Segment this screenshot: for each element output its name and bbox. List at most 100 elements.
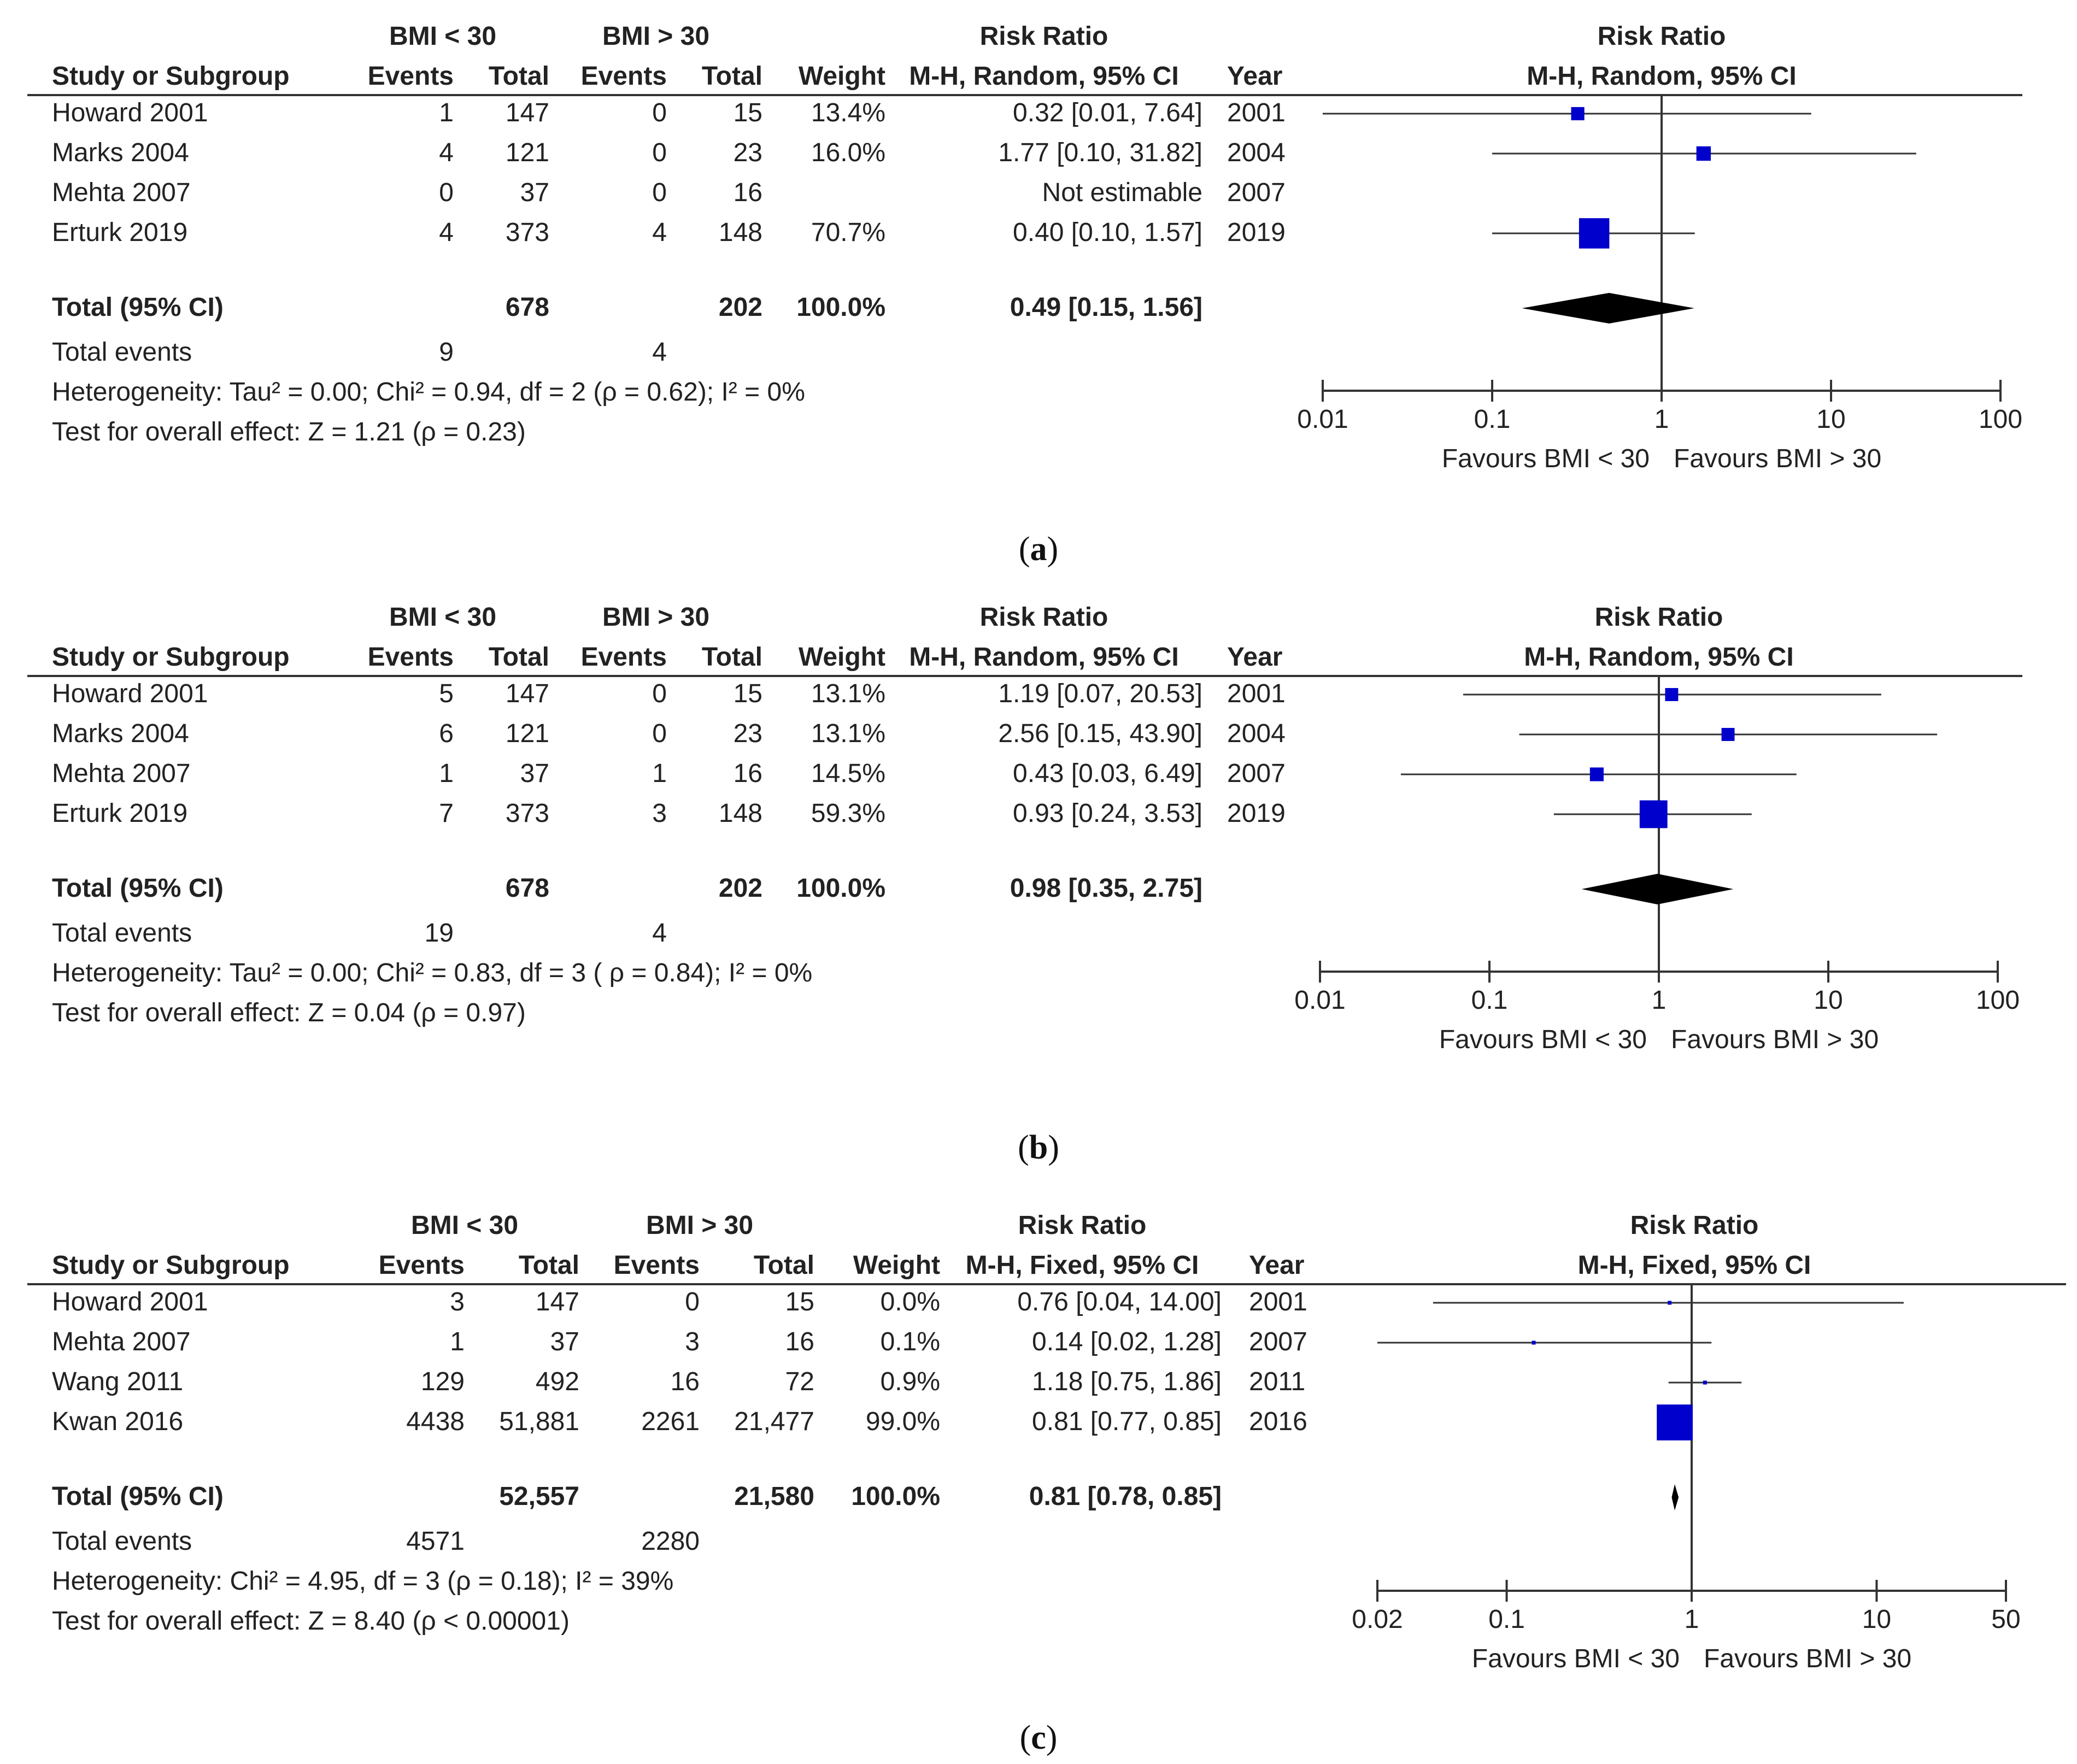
- total-ci: 0.49 [0.15, 1.56]: [1010, 293, 1202, 322]
- total-n1: 678: [506, 874, 549, 903]
- plot-method-header: M-H, Random, 95% CI: [1524, 643, 1793, 672]
- total-ci: 0.81 [0.78, 0.85]: [1029, 1482, 1222, 1511]
- total-weight: 100.0%: [851, 1482, 940, 1511]
- x-axis-tick-label: 100: [1979, 405, 2022, 434]
- x-axis-tick-label: 0.1: [1471, 986, 1508, 1015]
- total-weight: 100.0%: [796, 293, 885, 322]
- x-axis-tick-label: 0.02: [1352, 1605, 1403, 1634]
- study-weight: 13.1%: [811, 719, 885, 748]
- point-estimate-marker: [1639, 800, 1668, 828]
- caption-paren-close: ): [1048, 1129, 1059, 1166]
- plot-title-header: Risk Ratio: [1595, 603, 1723, 632]
- x-axis-tick-label: 0.1: [1488, 1605, 1525, 1634]
- study-name: Marks 2004: [52, 138, 189, 167]
- study-ci: 0.40 [0.10, 1.57]: [1013, 218, 1202, 247]
- overall-effect-text: Test for overall effect: Z = 0.04 (ρ = 0…: [52, 998, 526, 1027]
- study-total1: 51,881: [499, 1407, 579, 1436]
- caption-paren-close: ): [1047, 531, 1059, 568]
- study-total1: 147: [506, 98, 549, 127]
- favours-right-label: Favours BMI > 30: [1704, 1644, 1911, 1673]
- study-total2: 16: [734, 759, 762, 788]
- study-events2: 0: [652, 719, 667, 748]
- total-n2: 202: [719, 874, 762, 903]
- study-events1: 5: [439, 679, 454, 708]
- weight-header: Weight: [799, 62, 885, 91]
- study-total1: 121: [506, 138, 549, 167]
- study-year: 2004: [1227, 719, 1286, 748]
- x-axis-tick-label: 1: [1685, 1605, 1699, 1634]
- total-events-label: Total events: [52, 338, 192, 367]
- study-weight: 59.3%: [811, 799, 885, 828]
- caption-paren-open: (: [1020, 1719, 1031, 1756]
- study-name: Marks 2004: [52, 719, 189, 748]
- study-events1: 0: [439, 178, 454, 207]
- point-estimate-marker: [1668, 1301, 1672, 1305]
- plot-title-header: Risk Ratio: [1598, 22, 1726, 51]
- group2-header: BMI > 30: [646, 1211, 753, 1240]
- favours-right-label: Favours BMI > 30: [1674, 444, 1881, 473]
- forest-panel-c: BMI < 30 BMI > 30 Risk Ratio Risk Ratio Stud…: [27, 1211, 2066, 1673]
- group1-header: BMI < 30: [389, 603, 496, 632]
- panel-caption: (a): [1019, 531, 1058, 568]
- caption-letter: a: [1030, 531, 1047, 568]
- study-ci: 0.93 [0.24, 3.53]: [1013, 799, 1202, 828]
- study-total1: 147: [506, 679, 549, 708]
- plot-method-header: M-H, Random, 95% CI: [1527, 62, 1796, 91]
- total1-header: Total: [489, 643, 549, 672]
- x-axis-tick-label: 0.01: [1297, 405, 1348, 434]
- total2-header: Total: [754, 1251, 814, 1280]
- study-events2: 0: [685, 1287, 700, 1316]
- study-total2: 23: [734, 719, 762, 748]
- events1-header: Events: [379, 1251, 465, 1280]
- study-total2: 148: [719, 218, 762, 247]
- study-total2: 16: [785, 1327, 814, 1356]
- heterogeneity-text: Heterogeneity: Tau² = 0.00; Chi² = 0.83,…: [52, 959, 812, 987]
- x-axis-tick-label: 1: [1652, 986, 1667, 1015]
- study-events1: 3: [450, 1287, 465, 1316]
- study-name: Mehta 2007: [52, 1327, 191, 1356]
- study-year: 2007: [1227, 759, 1286, 788]
- study-total2: 15: [734, 679, 762, 708]
- weight-header: Weight: [799, 643, 885, 672]
- events1-header: Events: [368, 62, 454, 91]
- study-header: Study or Subgroup: [52, 1251, 290, 1280]
- x-axis-tick-label: 0.1: [1474, 405, 1511, 434]
- study-weight: 13.1%: [811, 679, 885, 708]
- panel-caption: (c): [1020, 1719, 1058, 1756]
- group1-header: BMI < 30: [411, 1211, 518, 1240]
- study-events1: 6: [439, 719, 454, 748]
- study-name: Mehta 2007: [52, 178, 191, 207]
- study-year: 2001: [1227, 679, 1286, 708]
- favours-left-label: Favours BMI < 30: [1472, 1644, 1680, 1673]
- pooled-diamond: [1581, 874, 1734, 904]
- x-axis-tick-label: 1: [1654, 405, 1669, 434]
- point-estimate-marker: [1696, 146, 1711, 161]
- study-ci: 0.14 [0.02, 1.28]: [1032, 1327, 1222, 1356]
- total2-header: Total: [702, 643, 762, 672]
- total-events2: 2280: [641, 1527, 700, 1556]
- total-ci: 0.98 [0.35, 2.75]: [1010, 874, 1202, 903]
- total-label: Total (95% CI): [52, 1482, 224, 1511]
- overall-effect-text: Test for overall effect: Z = 1.21 (ρ = 0…: [52, 418, 526, 446]
- study-total1: 373: [506, 799, 549, 828]
- study-weight: 0.1%: [881, 1327, 940, 1356]
- study-total2: 15: [734, 98, 762, 127]
- study-weight: 0.0%: [881, 1287, 940, 1316]
- study-weight: 70.7%: [811, 218, 885, 247]
- point-estimate-marker: [1532, 1340, 1536, 1345]
- study-events2: 3: [685, 1327, 700, 1356]
- study-year: 2019: [1227, 799, 1286, 828]
- x-axis-tick-label: 100: [1976, 986, 2020, 1015]
- study-events1: 1: [439, 759, 454, 788]
- study-ci: Not estimable: [1042, 178, 1202, 207]
- favours-left-label: Favours BMI < 30: [1439, 1025, 1647, 1054]
- point-estimate-marker: [1703, 1380, 1707, 1385]
- total-n2: 21,580: [734, 1482, 814, 1511]
- study-name: Mehta 2007: [52, 759, 191, 788]
- study-events1: 4438: [406, 1407, 465, 1436]
- effect-title-header: Risk Ratio: [980, 22, 1108, 51]
- x-axis-tick-label: 10: [1814, 986, 1843, 1015]
- x-axis-tick-label: 50: [1991, 1605, 2020, 1634]
- study-year: 2007: [1249, 1327, 1307, 1356]
